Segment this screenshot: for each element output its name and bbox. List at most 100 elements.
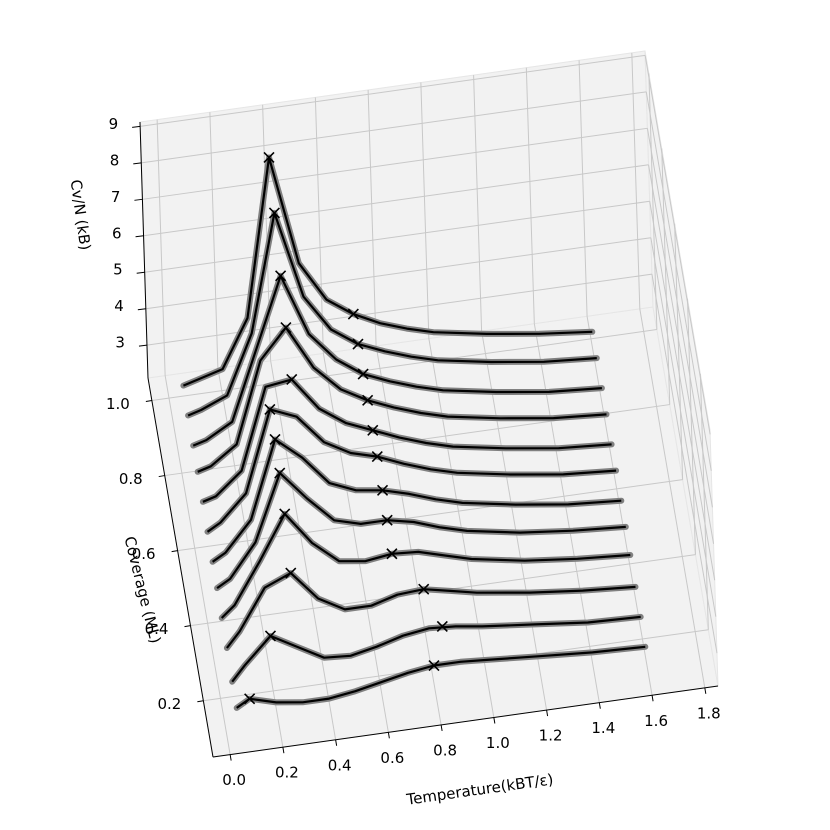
z-tick-label: 8 [110,151,120,169]
z-tick [132,125,141,128]
z-tick [135,235,144,238]
grid-line [141,91,647,164]
marker-stroke [244,693,256,705]
peak-marker [352,338,364,350]
marker-stroke [428,659,440,672]
grid-line [420,82,430,339]
z-tick-label: 5 [113,261,123,279]
curves [180,151,649,711]
marker-stroke [279,508,291,520]
curve [231,615,641,683]
x-tick [282,747,285,754]
marker-stroke [274,467,286,479]
z-tick [137,308,146,311]
peak-marker [386,548,398,560]
y-tick-label: 0.8 [119,470,143,488]
x-tick-label: 0.4 [328,756,352,774]
z-tick [133,162,142,165]
y-tick-label: 0.4 [145,620,169,638]
marker-stroke [280,322,292,334]
axis-line [212,685,719,758]
curve [211,438,622,563]
marker-stroke [418,583,430,595]
peak-marker [418,583,430,595]
x-tick [493,717,496,724]
grid-line [217,368,284,748]
x-tick [335,739,338,746]
y-tick-label: 0.6 [132,545,156,563]
peak-marker [286,373,298,386]
y-tick [145,400,152,403]
curve [216,471,626,589]
z-tick [138,344,148,347]
x-tick-label: 0.2 [275,764,299,782]
marker-stroke [376,484,389,496]
axis-line [147,377,214,758]
y-tick [158,475,165,478]
x-tick-label: 1.8 [697,704,721,722]
peak-marker [244,693,256,705]
curve [192,274,602,447]
grid-line [367,89,377,346]
z-tick-label: 4 [114,297,124,315]
marker-stroke [264,630,277,642]
y-tick [197,700,204,703]
axis-line [139,121,149,379]
z-tick [134,198,143,201]
x-tick [387,732,390,739]
grid-line [177,479,683,552]
y-tick [184,625,191,628]
curve [197,326,607,473]
curve [206,408,617,533]
z-tick-label: 9 [109,115,119,133]
peak-marker [357,368,369,380]
grid-line [533,323,600,703]
grid-line [140,54,646,127]
peak-marker [263,151,275,164]
z-tick-label: 6 [112,224,122,242]
peak-marker [280,322,292,334]
marker-stroke [386,548,398,560]
x-tick [598,702,601,709]
z-tick [136,271,145,274]
peak-marker [371,451,383,463]
marker-stroke [264,403,276,416]
grid-line [631,52,641,309]
grid-line [270,360,337,740]
curve [220,512,631,619]
marker-stroke [268,207,280,219]
peak-marker [269,433,281,446]
grid-line [145,237,651,310]
x-tick [704,687,707,694]
marker-stroke [357,368,369,380]
grid-line [649,201,716,581]
peak-marker [347,308,359,320]
grid-line [314,97,324,354]
peak-marker [264,630,277,642]
x-tick-label: 1.0 [486,734,510,752]
grid-line [586,316,653,696]
marker-stroke [285,567,297,579]
grid-line [644,55,711,435]
grid-line [146,273,653,346]
marker-stroke [371,451,383,463]
x-tick [546,710,549,717]
marker-stroke [347,308,359,320]
marker-stroke [275,270,287,282]
grid-line [645,91,712,471]
x-tick-label: 0.6 [380,749,404,767]
x-tick-label: 1.4 [591,719,615,737]
peak-marker [436,620,448,633]
marker-stroke [286,373,298,386]
grid-line [473,75,483,332]
peak-marker [285,567,297,579]
x-tick [229,754,232,761]
y-tick-label: 1.0 [106,395,130,413]
marker-stroke [269,433,281,446]
peak-marker [274,467,286,479]
grid-line [578,60,588,317]
peak-marker [275,270,287,282]
grid-line [156,119,166,376]
peak-marker [268,207,280,219]
